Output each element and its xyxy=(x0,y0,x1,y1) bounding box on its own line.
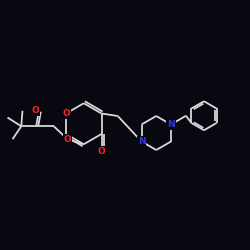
Text: O: O xyxy=(98,147,106,156)
Text: O: O xyxy=(64,135,72,144)
Text: N: N xyxy=(167,120,175,129)
Text: O: O xyxy=(32,106,39,115)
Text: N: N xyxy=(138,137,145,146)
Text: O: O xyxy=(62,109,70,118)
